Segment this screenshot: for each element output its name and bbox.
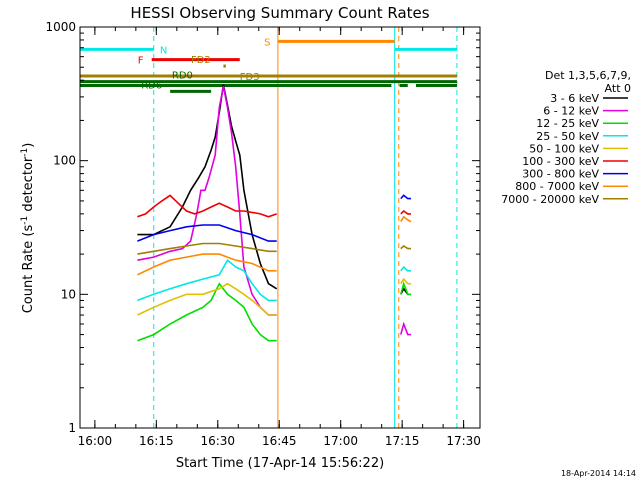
- chart-title: HESSI Observing Summary Count Rates: [130, 4, 429, 22]
- flag-label-rd6: RD6: [141, 80, 162, 91]
- series-line-1: [137, 86, 277, 316]
- y-tick-label-2: 100: [53, 154, 76, 168]
- x-tick-label-0: 16:00: [78, 434, 113, 448]
- x-tick-label-6: 17:30: [446, 434, 481, 448]
- series-late-segment-4: [400, 277, 411, 285]
- flag-label-rd0: RD0: [172, 71, 193, 82]
- legend-label-4: 50 - 100 keV: [529, 142, 599, 155]
- flag-label-f: F: [138, 56, 144, 67]
- legend-label-2: 12 - 25 keV: [536, 117, 599, 130]
- generation-timestamp: 18-Apr-2014 14:14: [561, 469, 636, 478]
- x-tick-label-2: 16:30: [200, 434, 235, 448]
- x-tick-label-3: 16:45: [262, 434, 297, 448]
- series-line-7: [137, 253, 277, 276]
- y-axis-label-end: ): [21, 143, 36, 148]
- series-late-segment-1: [400, 321, 411, 336]
- series-late-segment-3: [400, 265, 411, 272]
- legend-label-5: 100 - 300 keV: [522, 155, 599, 168]
- flag-label-fd3: FD3: [240, 72, 260, 83]
- series-line-8: [137, 242, 277, 255]
- series-late-segment-5: [400, 209, 411, 215]
- flag-label-n: N: [160, 45, 167, 56]
- series-line-0: [137, 84, 278, 290]
- legend-label-6: 300 - 800 keV: [522, 168, 599, 181]
- series-late-segment-8: [400, 245, 411, 250]
- y-axis-label-sup1: -1: [20, 216, 30, 225]
- legend-header-detectors: Det 1,3,5,6,7,9,: [545, 69, 631, 82]
- flag-label-fd2: FD2: [191, 55, 211, 66]
- series-line-3: [137, 258, 277, 302]
- y-tick-label-0: 1: [68, 421, 76, 435]
- series-line-4: [137, 282, 277, 316]
- legend-label-8: 7000 - 20000 keV: [501, 193, 599, 206]
- legend-label-3: 25 - 50 keV: [536, 130, 599, 143]
- y-tick-label-3: 1000: [45, 20, 76, 34]
- y-tick-label-1: 10: [61, 287, 76, 301]
- legend-label-1: 6 - 12 keV: [543, 105, 599, 118]
- flag-label-s: S: [264, 37, 270, 48]
- legend-label-0: 3 - 6 keV: [550, 92, 599, 105]
- series-late-segment-7: [400, 215, 412, 223]
- series-late-segment-2: [400, 281, 411, 296]
- series-line-6: [137, 224, 277, 242]
- series-line-2: [137, 282, 277, 342]
- legend-label-7: 800 - 7000 keV: [515, 180, 599, 193]
- x-axis-label: Start Time (17-Apr-14 15:56:22): [176, 456, 384, 471]
- plot-area-frame: [79, 26, 481, 429]
- y-axis-label: Count Rate (s-1 detector-1): [20, 143, 36, 314]
- y-axis-label-mid: detector: [21, 156, 36, 216]
- x-tick-label-5: 17:15: [385, 434, 420, 448]
- x-tick-label-4: 17:00: [323, 434, 358, 448]
- legend-header-attenuator: Att 0: [605, 82, 631, 95]
- y-axis-label-main: Count Rate (s: [21, 225, 36, 314]
- y-axis-label-sup2: -1: [20, 148, 30, 157]
- series-late-segment-6: [400, 194, 411, 200]
- series-line-5: [137, 194, 277, 218]
- x-tick-label-1: 16:15: [139, 434, 174, 448]
